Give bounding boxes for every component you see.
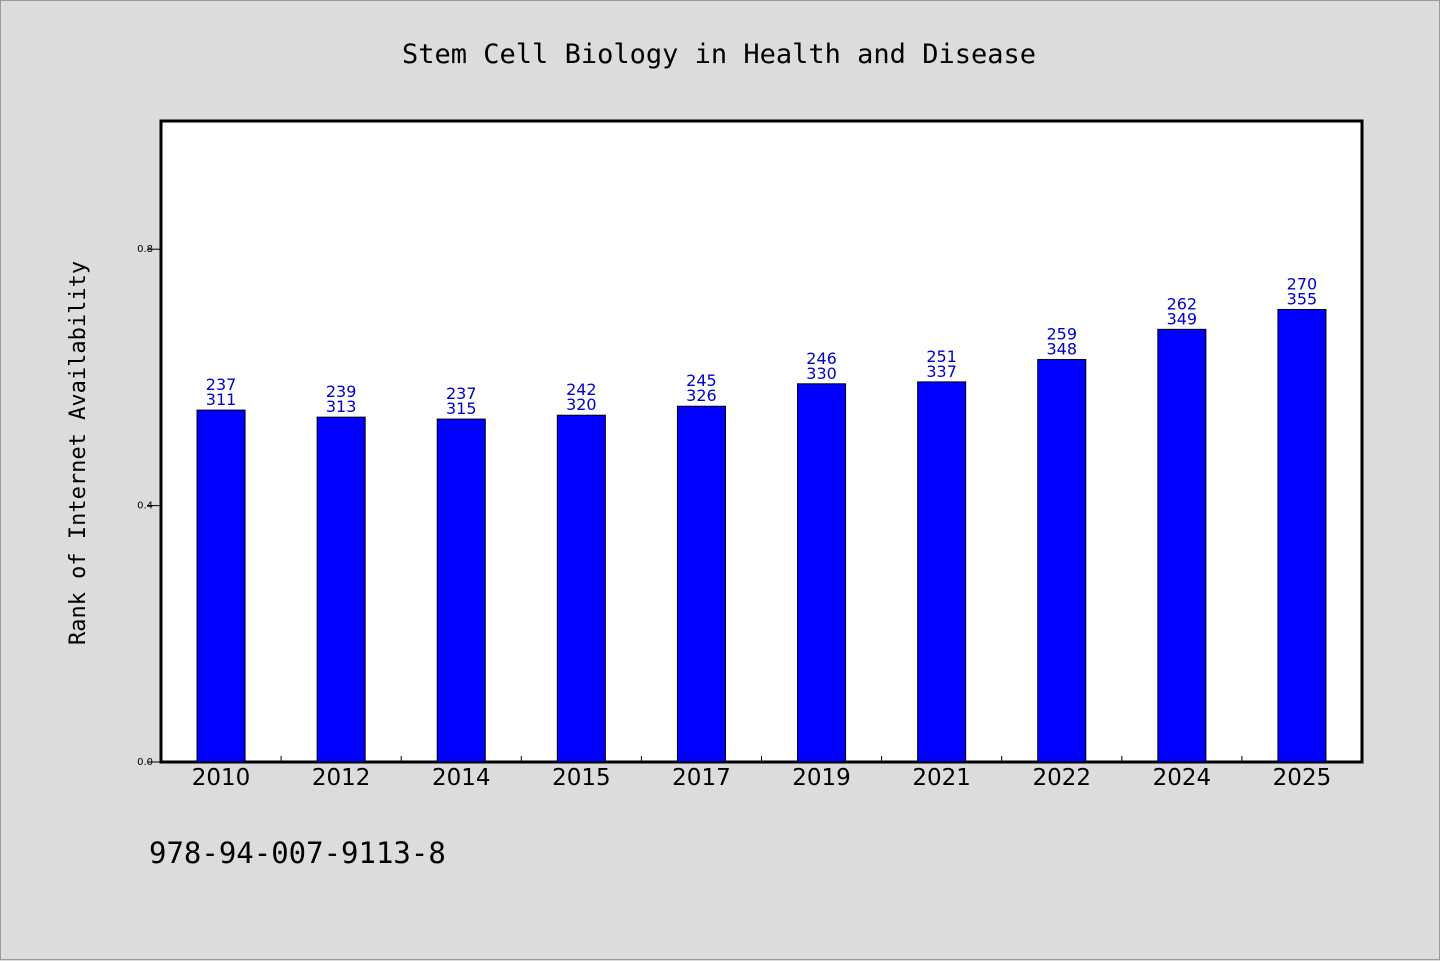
- data-label-bottom: 337: [926, 362, 957, 381]
- x-tick-label: 2014: [432, 765, 491, 791]
- data-label-bottom: 320: [566, 395, 597, 414]
- isbn-label: 978-94-007-9113-8: [149, 836, 446, 870]
- data-label-top: 259: [1046, 324, 1077, 343]
- data-label-top: 239: [326, 382, 357, 401]
- x-tick-label: 2015: [552, 765, 611, 791]
- y-tick-label: 0.0: [137, 757, 153, 768]
- data-label-bottom: 349: [1167, 309, 1198, 328]
- bar: [316, 416, 366, 763]
- y-tick-label: 0.8: [137, 244, 153, 255]
- bar: [196, 409, 246, 763]
- bar: [1037, 358, 1087, 763]
- y-axis-label: Rank of Internet Availability: [66, 261, 91, 645]
- data-label-top: 262: [1167, 294, 1198, 313]
- bar: [556, 414, 606, 763]
- data-label-top: 245: [686, 371, 717, 390]
- y-tick-label: 0.4: [137, 501, 153, 512]
- x-tick-label: 2021: [912, 765, 971, 791]
- bar: [1277, 308, 1327, 763]
- data-label-bottom: 313: [326, 397, 357, 416]
- data-label-top: 251: [926, 347, 957, 366]
- data-label-top: 246: [806, 349, 837, 368]
- x-tick-label: 2010: [192, 765, 251, 791]
- bar: [797, 383, 847, 763]
- bar: [917, 381, 967, 763]
- chart-title: Stem Cell Biology in Health and Disease: [402, 39, 1036, 70]
- data-label-bottom: 315: [446, 399, 477, 418]
- data-label-bottom: 326: [686, 386, 717, 405]
- x-tick-label: 2022: [1032, 765, 1091, 791]
- x-tick-label: 2012: [312, 765, 371, 791]
- data-label-top: 237: [446, 384, 477, 403]
- x-tick-label: 2017: [672, 765, 731, 791]
- data-label-bottom: 348: [1046, 339, 1077, 358]
- x-tick-label: 2019: [792, 765, 851, 791]
- data-label-bottom: 330: [806, 364, 837, 383]
- bar: [1157, 328, 1207, 763]
- data-label-bottom: 311: [206, 390, 237, 409]
- bar: [676, 405, 726, 763]
- x-tick-label: 2024: [1153, 765, 1212, 791]
- data-label-bottom: 355: [1287, 289, 1318, 308]
- data-label-top: 270: [1287, 274, 1318, 293]
- bar: [436, 418, 486, 763]
- data-label-top: 237: [206, 375, 237, 394]
- x-tick-label: 2025: [1273, 765, 1332, 791]
- data-label-top: 242: [566, 380, 597, 399]
